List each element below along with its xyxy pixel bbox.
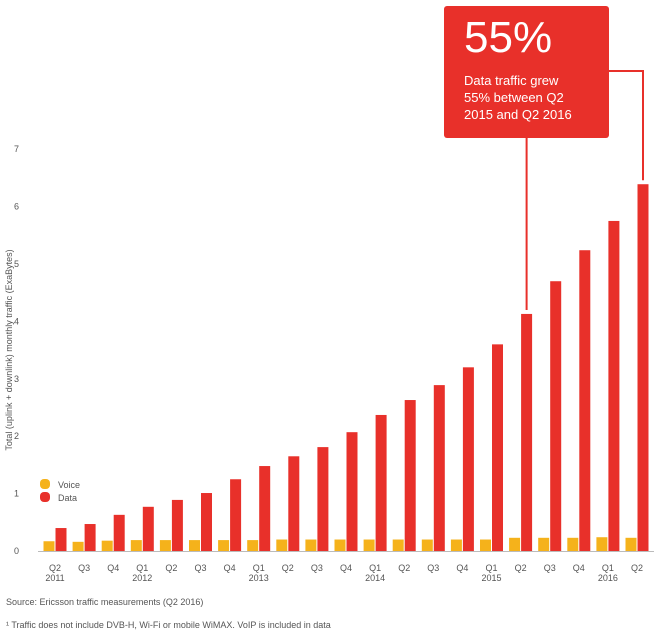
- data-bar: [346, 432, 358, 551]
- x-tick-label: Q3: [544, 563, 556, 573]
- data-bar: [171, 499, 183, 551]
- y-tick-label: 5: [14, 259, 19, 269]
- x-tick-label: Q1: [136, 563, 148, 573]
- voice-bar: [625, 537, 637, 551]
- data-bar: [375, 414, 387, 551]
- voice-bar: [538, 537, 550, 551]
- data-bar: [608, 220, 620, 551]
- data-bar: [521, 313, 533, 551]
- data-bar: [317, 447, 329, 551]
- x-tick-label: Q3: [78, 563, 90, 573]
- x-tick-label: Q3: [427, 563, 439, 573]
- x-tick-label: Q4: [340, 563, 352, 573]
- voice-bar: [159, 540, 171, 551]
- voice-bar: [72, 541, 84, 551]
- y-tick-label: 2: [14, 431, 19, 441]
- voice-bar: [334, 539, 346, 551]
- voice-bar: [363, 539, 375, 551]
- x-tick-label: 2015: [481, 573, 501, 583]
- x-tick-label: 2013: [249, 573, 269, 583]
- data-bar: [55, 528, 67, 551]
- data-bar: [550, 281, 562, 551]
- x-tick-label: Q2: [165, 563, 177, 573]
- x-tick-label: Q4: [456, 563, 468, 573]
- x-tick-label: Q1: [485, 563, 497, 573]
- voice-bar: [392, 539, 404, 551]
- x-tick-label: 2014: [365, 573, 385, 583]
- data-bar: [142, 506, 154, 551]
- callout-line: 55% between Q2: [464, 90, 564, 105]
- legend-label: Data: [58, 493, 77, 503]
- data-bar: [259, 466, 271, 551]
- legend-swatch-voice: [40, 479, 50, 489]
- voice-bar: [276, 539, 288, 551]
- data-bar: [84, 524, 96, 551]
- voice-bar: [509, 537, 521, 551]
- data-bar: [113, 514, 125, 551]
- voice-bar: [305, 539, 317, 551]
- x-tick-label: Q3: [194, 563, 206, 573]
- y-tick-label: 4: [14, 316, 19, 326]
- voice-bar: [450, 539, 462, 551]
- y-tick-label: 3: [14, 374, 19, 384]
- data-bar: [462, 367, 474, 551]
- data-bar: [433, 385, 445, 551]
- y-tick-label: 0: [14, 546, 19, 556]
- x-tick-label: 2011: [45, 573, 64, 583]
- voice-bar: [421, 539, 433, 551]
- legend-swatch-data: [40, 492, 50, 502]
- callout-line: 2015 and Q2 2016: [464, 107, 572, 122]
- y-tick-label: 1: [14, 489, 19, 499]
- x-tick-label: Q1: [602, 563, 614, 573]
- x-tick-label: Q2: [398, 563, 410, 573]
- x-tick-label: Q4: [573, 563, 585, 573]
- x-tick-label: 2012: [132, 573, 152, 583]
- data-bar: [579, 250, 591, 551]
- voice-bar: [189, 540, 200, 551]
- callout-headline: 55%: [464, 13, 553, 62]
- x-tick-label: 2016: [598, 573, 618, 583]
- data-bar: [492, 344, 503, 551]
- voice-bar: [596, 537, 608, 551]
- growth-callout: 55% Data traffic grew 55% between Q2 201…: [444, 6, 609, 138]
- data-bar: [288, 456, 300, 551]
- voice-bar: [218, 540, 230, 551]
- x-tick-label: Q2: [515, 563, 527, 573]
- voice-bar: [43, 541, 55, 551]
- x-tick-label: Q4: [224, 563, 236, 573]
- x-tick-label: Q2: [631, 563, 643, 573]
- voice-bar: [480, 539, 491, 551]
- footnote: ¹ Traffic does not include DVB-H, Wi-Fi …: [6, 620, 331, 630]
- y-axis-title: Total (uplink + downlink) monthly traffi…: [4, 249, 14, 450]
- x-tick-label: Q2: [49, 563, 61, 573]
- voice-bar: [101, 540, 113, 551]
- callout-connector: [609, 70, 644, 181]
- x-tick-label: Q1: [253, 563, 265, 573]
- callout-line: Data traffic grew: [464, 73, 559, 88]
- x-tick-label: Q2: [282, 563, 294, 573]
- voice-bar: [247, 540, 259, 551]
- voice-bar: [567, 537, 579, 551]
- legend-label: Voice: [58, 480, 80, 490]
- x-tick-label: Q3: [311, 563, 323, 573]
- voice-bar: [130, 540, 142, 551]
- data-bar: [637, 184, 649, 552]
- data-bar: [201, 493, 212, 551]
- source-note: Source: Ericsson traffic measurements (Q…: [6, 597, 204, 607]
- y-tick-label: 7: [14, 144, 19, 154]
- x-tick-label: Q1: [369, 563, 381, 573]
- x-tick-label: Q4: [107, 563, 119, 573]
- y-tick-label: 6: [14, 202, 19, 212]
- data-bar: [230, 479, 242, 551]
- data-bar: [404, 400, 416, 551]
